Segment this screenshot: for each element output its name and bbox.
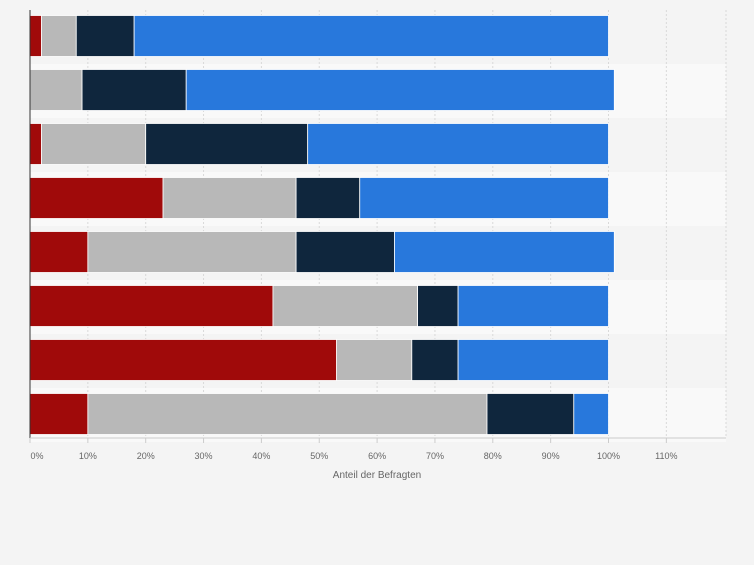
bar-segment bbox=[29, 339, 338, 381]
bar-segment bbox=[185, 69, 615, 111]
bar-segment bbox=[29, 393, 89, 435]
bar-segment bbox=[295, 177, 361, 219]
x-axis-label: Anteil der Befragten bbox=[333, 470, 421, 481]
x-tick-label: 50% bbox=[310, 451, 328, 461]
bar-segment bbox=[162, 177, 297, 219]
bar-segment bbox=[307, 123, 609, 165]
x-tick-label: 30% bbox=[195, 451, 213, 461]
bar-segment bbox=[486, 393, 575, 435]
bar-segment bbox=[336, 339, 413, 381]
x-tick-label: 70% bbox=[426, 451, 444, 461]
bar-segment bbox=[29, 177, 164, 219]
bar-segment bbox=[41, 123, 147, 165]
x-tick-label: 40% bbox=[252, 451, 270, 461]
bar-segment bbox=[41, 15, 77, 57]
bar-segment bbox=[417, 285, 459, 327]
bar-segment bbox=[411, 339, 459, 381]
x-axis: 0% 10% 20% 30% 40% 50% 60% 70% 80% 90% 100% 110% bbox=[29, 10, 726, 461]
bar-segment bbox=[295, 231, 395, 273]
bar-segment bbox=[29, 15, 42, 57]
bar-segment bbox=[29, 285, 274, 327]
x-tick-label: 20% bbox=[137, 451, 155, 461]
bar-segment bbox=[29, 69, 83, 111]
x-tick-label: 100% bbox=[597, 451, 620, 461]
bar-segment bbox=[457, 285, 609, 327]
bar-segment bbox=[75, 15, 135, 57]
bar-segment bbox=[81, 69, 187, 111]
bar-segment bbox=[29, 123, 42, 165]
bar-segment bbox=[87, 231, 297, 273]
bar-segment bbox=[573, 393, 609, 435]
bars bbox=[29, 15, 615, 435]
bar-segment bbox=[133, 15, 609, 57]
x-tick-label: 90% bbox=[542, 451, 560, 461]
bar-segment bbox=[359, 177, 609, 219]
bar-segment bbox=[145, 123, 309, 165]
x-tick-label: 10% bbox=[79, 451, 97, 461]
x-tick-label: 110% bbox=[655, 451, 677, 461]
x-tick-label: 0% bbox=[30, 451, 43, 461]
bar-segment bbox=[457, 339, 609, 381]
bar-segment bbox=[272, 285, 418, 327]
bar-segment bbox=[394, 231, 615, 273]
bar-segment bbox=[29, 231, 89, 273]
x-tick-label: 60% bbox=[368, 451, 386, 461]
x-tick-label: 80% bbox=[484, 451, 502, 461]
bar-segment bbox=[87, 393, 488, 435]
